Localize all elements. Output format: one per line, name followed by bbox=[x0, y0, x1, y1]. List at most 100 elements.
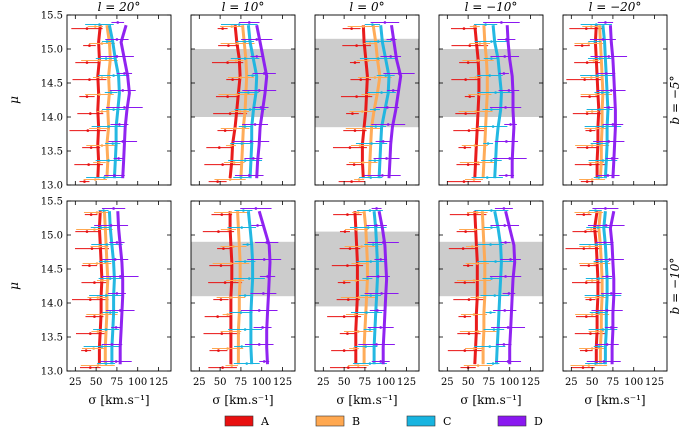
point-C bbox=[105, 40, 109, 43]
point-D bbox=[262, 258, 266, 261]
x-tick-label: 75 bbox=[235, 377, 248, 388]
point-D bbox=[503, 224, 507, 227]
point-C bbox=[366, 277, 369, 280]
point-B bbox=[355, 228, 358, 231]
x-tick-label: 125 bbox=[645, 377, 664, 388]
point-A bbox=[589, 163, 592, 166]
point-C bbox=[594, 209, 597, 212]
series-line-D bbox=[608, 210, 616, 365]
point-B bbox=[100, 313, 104, 316]
point-B bbox=[357, 178, 361, 181]
point-A bbox=[221, 366, 224, 369]
point-C bbox=[112, 74, 115, 77]
point-A bbox=[231, 78, 234, 81]
point-C bbox=[243, 159, 247, 162]
point-D bbox=[602, 360, 606, 363]
point-B bbox=[590, 279, 594, 282]
point-B bbox=[98, 245, 101, 248]
point-A bbox=[220, 213, 224, 216]
point-C bbox=[494, 260, 497, 263]
point-C bbox=[601, 159, 605, 162]
point-D bbox=[385, 157, 388, 160]
x-tick-label: 125 bbox=[273, 377, 292, 388]
point-D bbox=[607, 106, 611, 109]
point-D bbox=[123, 72, 126, 75]
point-A bbox=[85, 230, 89, 233]
point-A bbox=[346, 366, 350, 369]
series-line-C bbox=[601, 25, 610, 179]
point-A bbox=[346, 332, 349, 335]
panel-r1-c3: 25 50 75 100 125 bbox=[438, 200, 544, 388]
panel-r1-c2: 25 50 75 100 125 bbox=[314, 200, 420, 388]
y-tick-label: 14.5 bbox=[41, 79, 63, 90]
series-line-D bbox=[377, 210, 389, 365]
point-C bbox=[98, 23, 101, 26]
column-title: l = 10° bbox=[222, 0, 265, 14]
x-axis-label: σ [km.s⁻¹] bbox=[336, 393, 397, 407]
x-tick-label: 125 bbox=[149, 377, 168, 388]
point-D bbox=[110, 343, 114, 346]
point-C bbox=[237, 23, 241, 26]
point-A bbox=[221, 163, 224, 166]
point-D bbox=[380, 292, 383, 295]
point-C bbox=[368, 328, 372, 331]
point-C bbox=[242, 209, 245, 212]
series-line-C bbox=[246, 211, 255, 365]
point-C bbox=[246, 243, 249, 246]
point-A bbox=[88, 366, 92, 369]
point-B bbox=[230, 25, 234, 28]
point-A bbox=[467, 332, 471, 335]
x-tick-label: 50 bbox=[90, 377, 103, 388]
point-A bbox=[219, 264, 223, 267]
point-D bbox=[109, 224, 113, 227]
point-A bbox=[468, 95, 472, 98]
point-A bbox=[585, 180, 589, 183]
point-A bbox=[216, 180, 219, 183]
point-B bbox=[356, 364, 360, 367]
point-D bbox=[262, 292, 265, 295]
point-B bbox=[229, 296, 233, 299]
y-axis-label: μ bbox=[7, 282, 21, 290]
point-D bbox=[257, 309, 261, 312]
point-C bbox=[111, 142, 115, 145]
y-tick-label: 15.0 bbox=[41, 231, 63, 242]
legend-label-D: D bbox=[534, 415, 543, 428]
point-D bbox=[604, 207, 607, 210]
point-C bbox=[371, 243, 375, 246]
point-B bbox=[594, 127, 598, 130]
series-line-B bbox=[239, 25, 249, 179]
point-D bbox=[505, 140, 508, 143]
x-tick-label: 25 bbox=[69, 377, 82, 388]
panel-frame bbox=[438, 14, 544, 186]
panel-r1-c1: 25 50 75 100 125 bbox=[190, 200, 296, 388]
point-C bbox=[491, 362, 495, 365]
point-D bbox=[115, 38, 119, 41]
point-A bbox=[464, 112, 467, 115]
point-B bbox=[590, 347, 594, 350]
y-tick-label: 13.5 bbox=[41, 333, 63, 344]
point-C bbox=[104, 57, 108, 60]
point-B bbox=[473, 228, 477, 231]
point-A bbox=[463, 146, 467, 149]
point-C bbox=[369, 294, 373, 297]
point-B bbox=[227, 228, 230, 231]
point-C bbox=[490, 277, 493, 280]
panel-frame bbox=[66, 14, 172, 186]
series-line-A bbox=[353, 211, 359, 365]
point-A bbox=[342, 281, 346, 284]
point-B bbox=[96, 330, 100, 333]
point-D bbox=[502, 207, 506, 210]
point-A bbox=[584, 230, 587, 233]
point-D bbox=[604, 21, 607, 24]
point-C bbox=[108, 277, 112, 280]
series-line-B bbox=[362, 211, 369, 365]
panel-frame bbox=[314, 200, 420, 372]
point-D bbox=[113, 258, 117, 261]
point-D bbox=[502, 72, 506, 75]
point-B bbox=[474, 110, 477, 113]
x-tick-label: 50 bbox=[338, 377, 351, 388]
x-tick-label: 50 bbox=[214, 377, 227, 388]
y-tick-label: 14.5 bbox=[41, 265, 63, 276]
point-D bbox=[116, 21, 120, 24]
